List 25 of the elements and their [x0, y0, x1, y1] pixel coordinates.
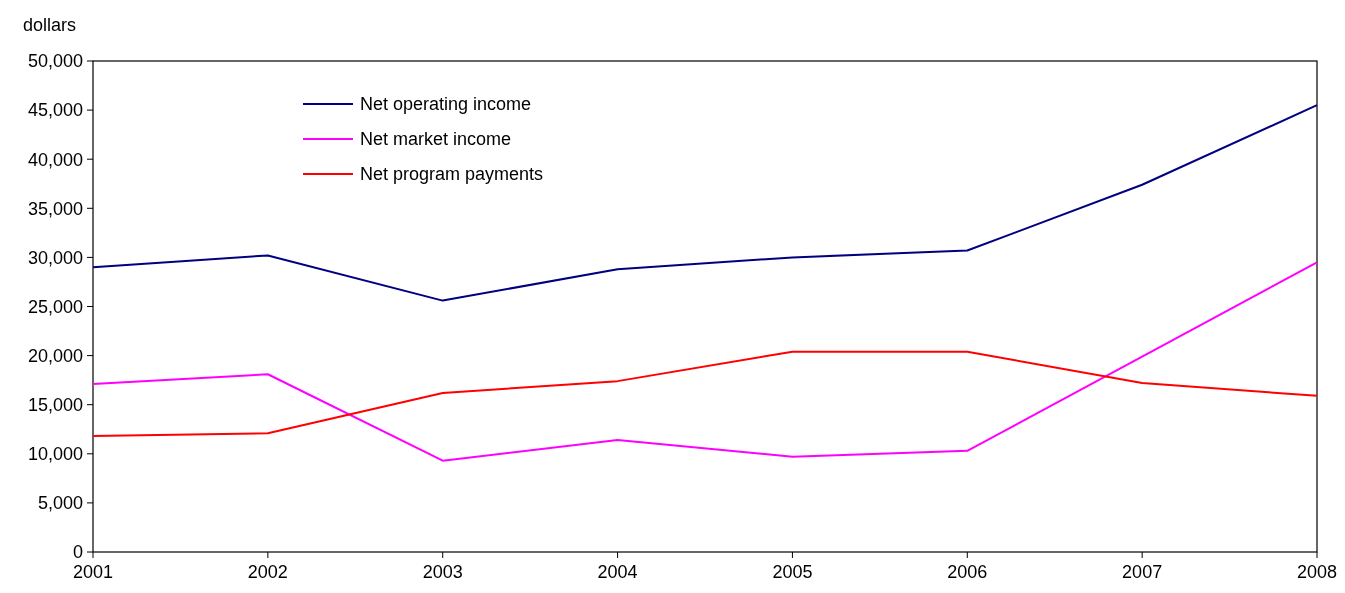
y-tick-label: 40,000: [27, 149, 83, 170]
y-tick-label: 30,000: [27, 247, 83, 268]
line-series: [92, 261, 1318, 462]
y-tick-label: 20,000: [27, 345, 83, 366]
y-tick-label: 50,000: [27, 51, 83, 72]
y-tick-label: 0: [72, 542, 83, 563]
x-tick-label: 2004: [597, 562, 638, 582]
x-tick-label: 2007: [1122, 562, 1163, 582]
y-tick-label: 45,000: [27, 100, 83, 121]
y-tick-label: 10,000: [27, 444, 83, 465]
y-tick-label: 25,000: [27, 296, 83, 317]
legend-label: Net market income: [360, 129, 512, 150]
line-series: [92, 350, 1318, 438]
legend-label: Net operating income: [360, 94, 532, 115]
y-tick-label: 35,000: [27, 198, 83, 219]
x-tick-label: 2008: [1296, 562, 1338, 582]
legend-label: Net program payments: [360, 164, 544, 185]
x-tick-label: 2002: [247, 562, 288, 582]
y-axis-title: dollars: [23, 15, 77, 35]
x-tick-label: 2003: [422, 562, 463, 582]
x-tick-label: 2005: [772, 562, 813, 582]
x-tick-label: 2001: [72, 562, 114, 582]
y-tick-label: 5,000: [37, 493, 83, 514]
x-tick-label: 2006: [947, 562, 988, 582]
y-tick-label: 15,000: [27, 395, 83, 415]
